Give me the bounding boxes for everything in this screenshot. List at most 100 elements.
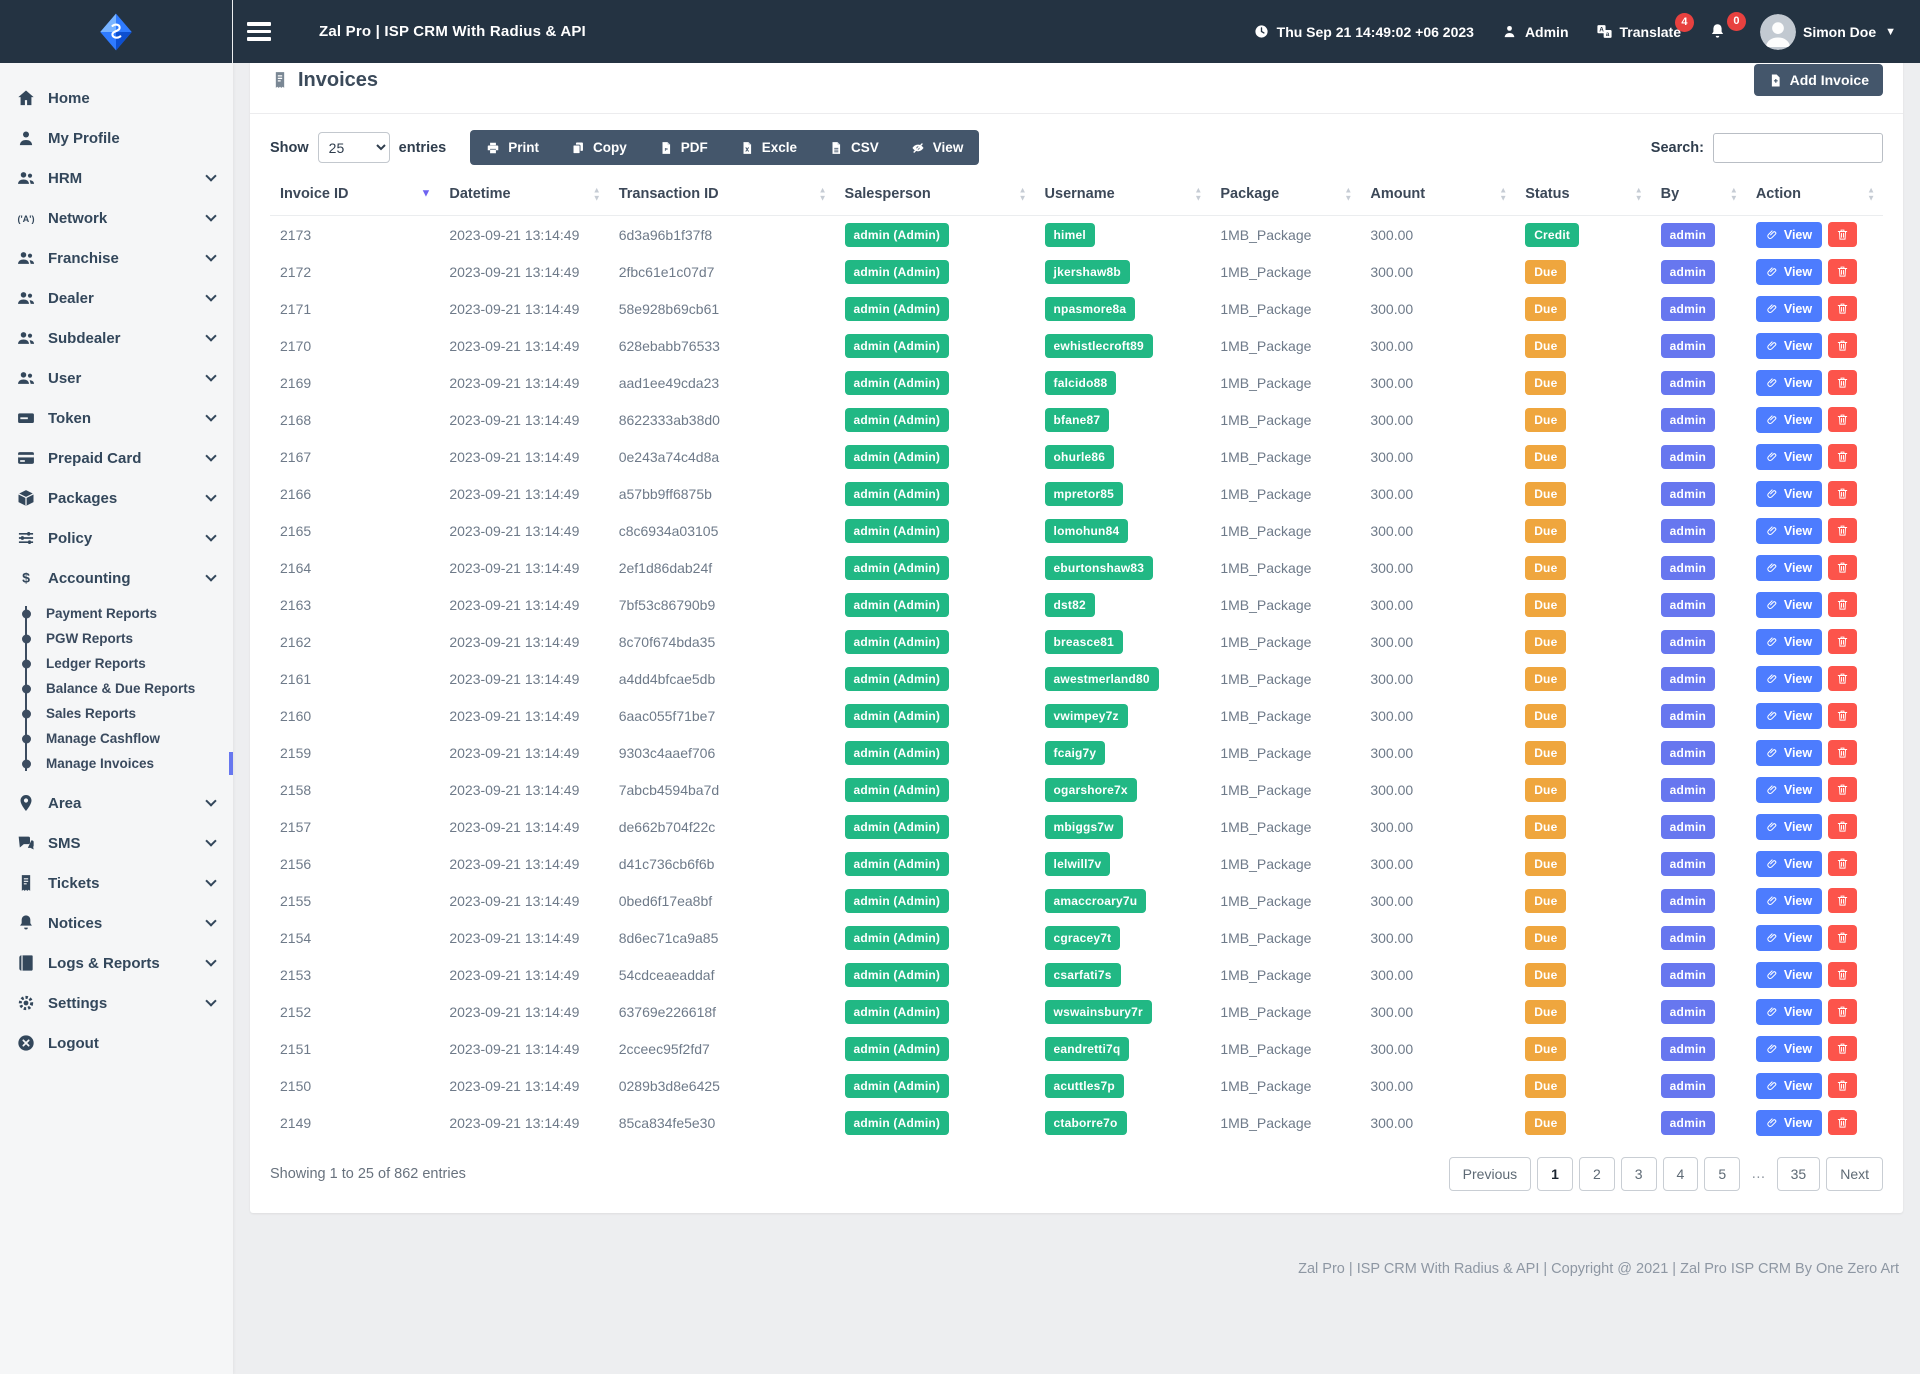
navbar-notifications[interactable]: 0 [1708,12,1746,41]
sidebar-item-accounting[interactable]: $ Accounting [0,558,233,598]
sidebar-item-my-profile[interactable]: My Profile [0,118,233,158]
delete-button[interactable] [1828,925,1858,950]
column-header-invoice-id[interactable]: Invoice ID ▼ [270,173,440,216]
sidebar-item-sms[interactable]: SMS [0,823,233,863]
column-header-package[interactable]: Package ▲ ▼ [1210,173,1361,216]
column-header-by[interactable]: By ▲ ▼ [1650,173,1746,216]
view-button[interactable]: View [1755,332,1823,359]
view-button[interactable]: View [1755,369,1823,396]
view-button[interactable]: View [1755,813,1823,840]
pagination-page-35[interactable]: 35 [1776,1157,1821,1191]
delete-button[interactable] [1828,333,1858,358]
sidebar-item-tickets[interactable]: Tickets [0,863,233,903]
delete-button[interactable] [1828,1073,1858,1098]
delete-button[interactable] [1828,518,1858,543]
column-header-amount[interactable]: Amount ▲ ▼ [1360,173,1516,216]
pagination-prev-button[interactable]: Previous [1448,1157,1532,1191]
delete-button[interactable] [1828,629,1858,654]
pagination-next-button[interactable]: Next [1826,1157,1883,1191]
delete-button[interactable] [1828,592,1858,617]
delete-button[interactable] [1828,999,1858,1024]
sidebar-item-subdealer[interactable]: Subdealer [0,318,233,358]
page-length-select[interactable]: 25 [317,132,390,163]
column-header-username[interactable]: Username ▲ ▼ [1034,173,1211,216]
view-button[interactable]: View [1755,591,1823,618]
sidebar-item-network[interactable]: ('A') Network [0,198,233,238]
navbar-admin-link[interactable]: Admin [1501,23,1569,40]
delete-button[interactable] [1828,888,1858,913]
delete-button[interactable] [1828,814,1858,839]
view-button[interactable]: View [1755,961,1823,988]
view-button[interactable]: View [1755,554,1823,581]
delete-button[interactable] [1828,222,1858,247]
sidebar-item-prepaid-card[interactable]: Prepaid Card [0,438,233,478]
view-button[interactable]: View [1755,665,1823,692]
column-header-salesperson[interactable]: Salesperson ▲ ▼ [834,173,1035,216]
export-button-excle[interactable]: Excle [724,130,813,165]
sidebar-item-token[interactable]: Token [0,398,233,438]
view-button[interactable]: View [1755,702,1823,729]
view-button[interactable]: View [1755,517,1823,544]
view-button[interactable]: View [1755,1072,1823,1099]
sidebar-subitem-payment-reports[interactable]: Payment Reports [0,601,233,626]
delete-button[interactable] [1828,851,1858,876]
view-button[interactable]: View [1755,887,1823,914]
sidebar-item-settings[interactable]: Settings [0,983,233,1023]
export-button-copy[interactable]: Copy [555,130,643,165]
column-header-datetime[interactable]: Datetime ▲ ▼ [439,173,609,216]
sidebar-item-user[interactable]: User [0,358,233,398]
view-button[interactable]: View [1755,443,1823,470]
view-button[interactable]: View [1755,406,1823,433]
export-button-pdf[interactable]: P PDF [643,130,724,165]
delete-button[interactable] [1828,1110,1858,1135]
sidebar-item-logout[interactable]: Logout [0,1023,233,1063]
view-button[interactable]: View [1755,1109,1823,1136]
view-button[interactable]: View [1755,480,1823,507]
delete-button[interactable] [1828,703,1858,728]
column-header-action[interactable]: Action ▲ ▼ [1745,173,1883,216]
sidebar-item-notices[interactable]: Notices [0,903,233,943]
search-input[interactable] [1713,132,1883,163]
sidebar-item-franchise[interactable]: Franchise [0,238,233,278]
sidebar-subitem-ledger-reports[interactable]: Ledger Reports [0,651,233,676]
pagination-page-4[interactable]: 4 [1662,1157,1699,1191]
sidebar-subitem-manage-invoices[interactable]: Manage Invoices [0,751,233,776]
column-header-transaction-id[interactable]: Transaction ID ▲ ▼ [608,173,835,216]
sidebar-item-packages[interactable]: Packages [0,478,233,518]
view-button[interactable]: View [1755,258,1823,285]
sidebar-toggle-button[interactable] [247,22,273,41]
brand-logo[interactable] [0,0,233,63]
sidebar-item-policy[interactable]: Policy [0,518,233,558]
column-header-status[interactable]: Status ▲ ▼ [1515,173,1651,216]
delete-button[interactable] [1828,481,1858,506]
view-button[interactable]: View [1755,1035,1823,1062]
view-button[interactable]: View [1755,850,1823,877]
pagination-page-3[interactable]: 3 [1620,1157,1657,1191]
delete-button[interactable] [1828,259,1858,284]
sidebar-subitem-balance-due-reports[interactable]: Balance & Due Reports [0,676,233,701]
view-button[interactable]: View [1755,295,1823,322]
delete-button[interactable] [1828,407,1858,432]
view-button[interactable]: View [1755,221,1823,248]
sidebar-item-area[interactable]: Area [0,783,233,823]
pagination-page-1[interactable]: 1 [1537,1157,1573,1191]
export-button-print[interactable]: Print [470,130,555,165]
delete-button[interactable] [1828,555,1858,580]
sidebar-item-logs-reports[interactable]: Logs & Reports [0,943,233,983]
delete-button[interactable] [1828,1036,1858,1061]
view-button[interactable]: View [1755,924,1823,951]
delete-button[interactable] [1828,740,1858,765]
sidebar-item-dealer[interactable]: Dealer [0,278,233,318]
sidebar-subitem-sales-reports[interactable]: Sales Reports [0,701,233,726]
delete-button[interactable] [1828,666,1858,691]
add-invoice-button[interactable]: Add Invoice [1753,64,1883,96]
view-button[interactable]: View [1755,628,1823,655]
sidebar-item-hrm[interactable]: HRM [0,158,233,198]
sidebar-subitem-pgw-reports[interactable]: PGW Reports [0,626,233,651]
view-button[interactable]: View [1755,739,1823,766]
delete-button[interactable] [1828,777,1858,802]
view-button[interactable]: View [1755,776,1823,803]
export-button-csv[interactable]: CSV [813,130,895,165]
export-button-view[interactable]: View [895,130,980,165]
